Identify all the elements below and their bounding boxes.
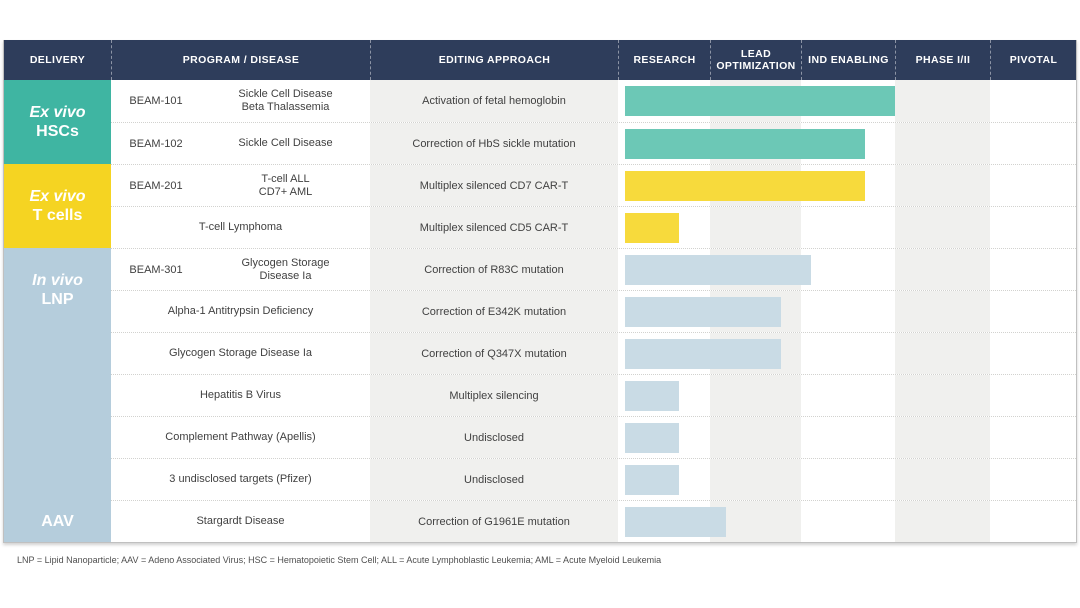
program-rows: BEAM-101 Sickle Cell Disease Beta Thalasse… <box>111 80 1076 542</box>
delivery-section-ex-vivo-hscs: Ex vivo HSCs <box>4 80 111 164</box>
disease-label: T-cell Lymphoma <box>198 221 283 233</box>
progress-bar <box>625 297 782 327</box>
stage-track <box>618 459 1076 500</box>
header-cell-phase-1-2: PHASE I/II <box>895 40 990 80</box>
table-body: Ex vivo HSCs Ex vivo T cells In vivo LNP AAV B… <box>4 80 1076 542</box>
progress-bar <box>625 465 680 495</box>
delivery-label: In vivo LNP <box>4 248 111 332</box>
delivery-label-line: In vivo <box>32 272 83 289</box>
stage-track <box>618 501 1076 542</box>
disease-label: Sickle Cell Disease Beta Thalassemia <box>238 88 333 113</box>
program-disease-cell: T-cell Lymphoma <box>111 207 370 248</box>
editing-approach-cell: Undisclosed <box>370 459 618 500</box>
disease-label: Sickle Cell Disease <box>238 137 333 149</box>
disease-label: Stargardt Disease <box>196 515 285 527</box>
pipeline-row: BEAM-101 Sickle Cell Disease Beta Thalasse… <box>111 80 1076 122</box>
delivery-label: Ex vivo HSCs <box>4 80 111 164</box>
delivery-label: AAV <box>4 500 111 542</box>
pipeline-row: Stargardt Disease Correction of G1961E mu… <box>111 500 1076 542</box>
editing-approach-cell: Undisclosed <box>370 417 618 458</box>
delivery-section-ex-vivo-t-cells: Ex vivo T cells <box>4 164 111 248</box>
header-cell-ind-enabling: IND ENABLING <box>801 40 895 80</box>
pipeline-row: Hepatitis B Virus Multiplex silencing <box>111 374 1076 416</box>
program-code: BEAM-101 <box>129 95 183 107</box>
pipeline-row: 3 undisclosed targets (Pfizer) Undisclose… <box>111 458 1076 500</box>
stage-track <box>618 80 1076 122</box>
header-cell-lead-optimization: LEAD OPTIMIZATION <box>710 40 801 80</box>
delivery-label-line: AAV <box>41 512 74 530</box>
program-disease-cell: BEAM-301 Glycogen Storage Disease Ia <box>111 249 370 290</box>
editing-approach-cell: Correction of Q347X mutation <box>370 333 618 374</box>
stage-track <box>618 249 1076 290</box>
disease-label: Hepatitis B Virus <box>199 389 282 401</box>
pipeline-row: BEAM-201 T-cell ALL CD7+ AML Multiplex sile… <box>111 164 1076 206</box>
program-disease-cell: BEAM-101 Sickle Cell Disease Beta Thalasse… <box>111 80 370 122</box>
disease-label: Alpha-1 Antitrypsin Deficiency <box>167 305 314 317</box>
delivery-label-line: LNP <box>41 291 74 308</box>
stage-track <box>618 417 1076 458</box>
pipeline-table: DELIVERY PROGRAM / DISEASE EDITING APPROAC… <box>3 40 1077 543</box>
stage-track <box>618 207 1076 248</box>
progress-bar <box>625 171 865 201</box>
stage-track <box>618 333 1076 374</box>
delivery-column: Ex vivo HSCs Ex vivo T cells In vivo LNP AAV <box>4 80 111 542</box>
program-disease-cell: Stargardt Disease <box>111 501 370 542</box>
editing-approach-cell: Correction of E342K mutation <box>370 291 618 332</box>
progress-bar <box>625 423 680 453</box>
program-disease-cell: BEAM-201 T-cell ALL CD7+ AML <box>111 165 370 206</box>
header-cell-pivotal: PIVOTAL <box>990 40 1076 80</box>
header-cell-program-disease: PROGRAM / DISEASE <box>111 40 370 80</box>
delivery-label-line: HSCs <box>36 123 79 140</box>
program-code: BEAM-301 <box>129 263 183 276</box>
pipeline-row: Glycogen Storage Disease Ia Correction of… <box>111 332 1076 374</box>
pipeline-row: BEAM-102 Sickle Cell Disease Correction of… <box>111 122 1076 164</box>
program-code: BEAM-102 <box>129 137 183 150</box>
disease-label: Glycogen Storage Disease Ia <box>168 347 313 359</box>
program-code: BEAM-201 <box>129 179 183 192</box>
disease-label: T-cell ALL CD7+ AML <box>258 172 313 198</box>
program-disease-cell: 3 undisclosed targets (Pfizer) <box>111 459 370 500</box>
disease-label: Complement Pathway (Apellis) <box>165 431 316 443</box>
stage-track <box>618 375 1076 416</box>
delivery-label-line: Ex vivo <box>29 188 86 205</box>
editing-approach-cell: Correction of R83C mutation <box>370 249 618 290</box>
editing-approach-cell: Multiplex silenced CD7 CAR-T <box>370 165 618 206</box>
progress-bar <box>625 507 727 537</box>
stage-track <box>618 165 1076 206</box>
editing-approach-cell: Multiplex silencing <box>370 375 618 416</box>
pipeline-row: Complement Pathway (Apellis) Undisclosed <box>111 416 1076 458</box>
stage-track <box>618 123 1076 164</box>
editing-approach-cell: Correction of HbS sickle mutation <box>370 123 618 164</box>
program-disease-cell: Glycogen Storage Disease Ia <box>111 333 370 374</box>
editing-approach-cell: Multiplex silenced CD5 CAR-T <box>370 207 618 248</box>
header-cell-delivery: DELIVERY <box>29 54 86 66</box>
program-disease-cell: Alpha-1 Antitrypsin Deficiency <box>111 291 370 332</box>
progress-bar <box>625 381 680 411</box>
header-cell-research: RESEARCH <box>618 40 710 80</box>
stage-track <box>618 291 1076 332</box>
program-disease-cell: BEAM-102 Sickle Cell Disease <box>111 123 370 164</box>
pipeline-row: T-cell Lymphoma Multiplex silenced CD5 CA… <box>111 206 1076 248</box>
pipeline-row: Alpha-1 Antitrypsin Deficiency Correction… <box>111 290 1076 332</box>
editing-approach-cell: Activation of fetal hemoglobin <box>370 80 618 122</box>
pipeline-row: BEAM-301 Glycogen Storage Disease Ia Correc… <box>111 248 1076 290</box>
progress-bar <box>625 86 896 116</box>
delivery-label-line: T cells <box>32 207 83 224</box>
header-cell-editing-approach: EDITING APPROACH <box>370 40 618 80</box>
delivery-label-line: Ex vivo <box>29 104 86 121</box>
program-disease-cell: Complement Pathway (Apellis) <box>111 417 370 458</box>
progress-bar <box>625 129 865 159</box>
delivery-section-in-vivo: In vivo LNP AAV <box>4 248 111 542</box>
disease-label: Glycogen Storage Disease Ia <box>241 256 330 282</box>
editing-approach-cell: Correction of G1961E mutation <box>370 501 618 542</box>
progress-bar <box>625 213 680 243</box>
table-header-row: DELIVERY PROGRAM / DISEASE EDITING APPROAC… <box>4 40 1076 80</box>
abbreviations-footnote: LNP = Lipid Nanoparticle; AAV = Adeno As… <box>17 555 662 565</box>
program-disease-cell: Hepatitis B Virus <box>111 375 370 416</box>
disease-label: 3 undisclosed targets (Pfizer) <box>169 473 312 485</box>
progress-bar <box>625 339 782 369</box>
progress-bar <box>625 255 811 285</box>
delivery-label: Ex vivo T cells <box>4 164 111 248</box>
